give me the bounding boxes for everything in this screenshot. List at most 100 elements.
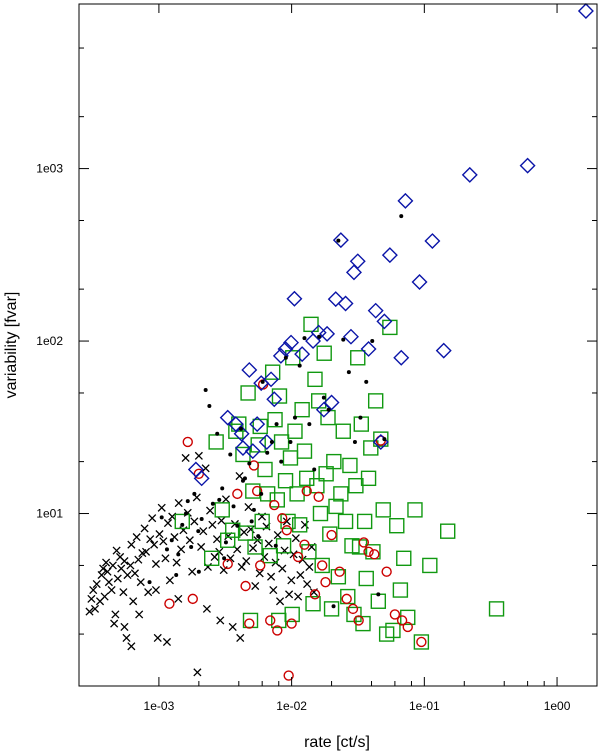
- dot-point: [370, 339, 375, 344]
- cross-point: [202, 604, 211, 613]
- cross-point: [146, 535, 155, 544]
- dot-point: [247, 461, 252, 466]
- cross-point: [217, 516, 226, 525]
- dot-point: [352, 439, 357, 444]
- dot-point: [176, 552, 181, 557]
- circle-point: [309, 589, 321, 600]
- square-point: [289, 486, 305, 502]
- square-point: [358, 570, 374, 587]
- diamond-point: [349, 253, 366, 270]
- square-point: [356, 513, 373, 530]
- circle-point: [416, 636, 427, 648]
- square-point: [214, 502, 230, 518]
- cross-point: [303, 579, 312, 589]
- cross-point: [85, 607, 94, 616]
- cross-point: [127, 540, 136, 549]
- cross-point: [127, 642, 136, 651]
- cross-point: [264, 539, 273, 548]
- cross-point: [278, 564, 287, 573]
- square-point: [257, 461, 273, 478]
- square-point: [396, 550, 412, 567]
- square-point: [267, 411, 283, 428]
- cross-point: [92, 579, 101, 589]
- cross-point: [161, 554, 170, 563]
- circle-point: [353, 615, 364, 626]
- square-point: [305, 596, 321, 612]
- dot-point: [256, 534, 261, 539]
- diamond-point: [283, 334, 300, 351]
- square-point: [422, 557, 438, 574]
- diamond-point: [327, 291, 344, 308]
- cross-point: [206, 506, 215, 515]
- square-point: [316, 345, 332, 361]
- diamond-point: [332, 232, 349, 249]
- square-point: [231, 416, 247, 432]
- cross-point: [134, 555, 143, 564]
- cross-point: [97, 570, 106, 580]
- square-point: [204, 550, 220, 567]
- cross-point: [199, 527, 208, 536]
- dot-point: [228, 452, 233, 457]
- cross-point: [163, 519, 173, 528]
- square-point: [237, 525, 254, 541]
- circle-point: [341, 593, 352, 605]
- dot-point: [220, 486, 225, 491]
- cross-point: [120, 557, 129, 566]
- square-point: [303, 316, 319, 333]
- cross-point: [153, 633, 162, 642]
- square-point: [363, 440, 379, 456]
- circle-point: [281, 525, 293, 536]
- dot-point: [183, 511, 188, 516]
- circle-point: [358, 537, 370, 548]
- diamond-point: [461, 166, 478, 183]
- circle-point: [272, 625, 283, 636]
- dot-point: [231, 504, 236, 509]
- dot-point: [215, 431, 220, 436]
- dot-point: [249, 519, 254, 524]
- cross-point: [185, 536, 194, 545]
- dot-point: [238, 426, 243, 431]
- dot-point: [341, 337, 346, 342]
- square-point: [413, 634, 430, 650]
- cross-point: [148, 514, 157, 523]
- cross-point: [190, 517, 199, 526]
- square-point: [322, 526, 338, 542]
- dot-point: [399, 214, 404, 219]
- square-point: [342, 457, 358, 474]
- dot-point: [217, 497, 222, 502]
- square-point: [378, 626, 395, 642]
- square-point: [389, 518, 405, 534]
- cross-point: [269, 585, 278, 595]
- square-point: [440, 523, 456, 539]
- diamond-point: [519, 157, 536, 174]
- square-point: [307, 371, 323, 388]
- square-point: [273, 434, 290, 450]
- circle-point: [320, 576, 331, 588]
- axes: 1e-03 1e-02 1e-01 1e00 1e01 1e02 1e03: [36, 3, 598, 713]
- dot-point: [283, 355, 288, 360]
- cross-point: [135, 610, 144, 619]
- circle-point: [396, 615, 408, 626]
- cross-point: [188, 567, 197, 576]
- diamond-point: [345, 264, 362, 281]
- square-point: [330, 569, 347, 585]
- square-point: [174, 513, 190, 530]
- cross-point: [300, 520, 309, 529]
- cross-point: [287, 576, 296, 585]
- cross-point: [107, 585, 116, 595]
- cross-point: [298, 555, 307, 564]
- cross-point: [123, 570, 132, 580]
- dot-point: [358, 415, 363, 420]
- square-point: [269, 492, 285, 508]
- circle-point: [277, 512, 288, 524]
- dot-point: [273, 543, 278, 548]
- square-point: [296, 443, 313, 459]
- cross-point: [140, 524, 149, 533]
- cross-point: [117, 564, 126, 573]
- square-point: [294, 401, 310, 418]
- cross-point: [89, 585, 98, 595]
- dot-point: [196, 529, 201, 534]
- dot-point: [307, 422, 312, 427]
- dot-point: [189, 544, 194, 549]
- square-point: [247, 539, 263, 555]
